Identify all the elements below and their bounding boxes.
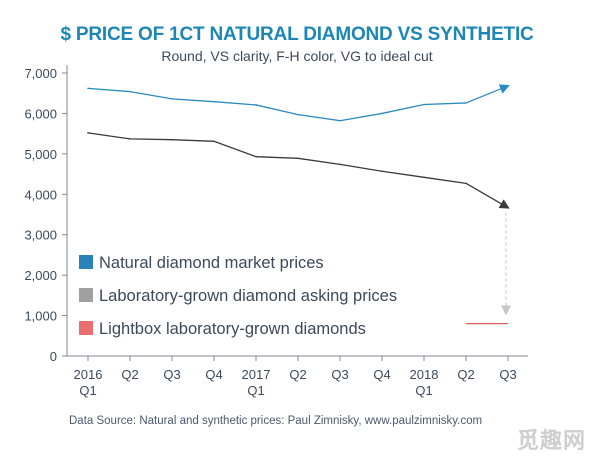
point-lab <box>255 155 257 158</box>
x-tick-label: Q3 <box>163 367 180 382</box>
x-tick-label: Q3 <box>331 367 348 382</box>
axes-group: 0 1,000 2,000 3,000 4,000 5,000 6,000 7,000 2016… <box>24 65 528 398</box>
point-lab <box>87 132 89 134</box>
chart-subtitle: Round, VS clarity, F-H color, VG to idea… <box>161 48 433 64</box>
x-tick-label: Q2 <box>457 367 474 382</box>
point-natural <box>255 104 257 106</box>
point-natural <box>423 103 425 106</box>
legend-label: Laboratory-grown diamond asking prices <box>99 287 397 305</box>
x-tick-label: Q4 <box>205 367 222 382</box>
series-lab-line <box>87 132 467 185</box>
point-natural <box>381 112 383 115</box>
series-group <box>87 84 511 325</box>
point-natural <box>507 85 509 87</box>
legend: Natural diamond market prices Laboratory-… <box>79 254 397 338</box>
point-natural <box>339 119 341 122</box>
point-lab <box>465 182 467 185</box>
y-tick-label: 0 <box>50 349 57 364</box>
x-tick-label: 2018 Q1 <box>410 367 439 398</box>
series-lab-arrow <box>465 182 510 209</box>
point-lab <box>423 176 425 179</box>
point-natural <box>129 90 131 93</box>
point-natural <box>213 100 215 103</box>
chart-title: $ PRICE OF 1CT NATURAL DIAMOND VS SYNTHE… <box>60 24 534 45</box>
series-natural-line <box>87 87 467 122</box>
point-lab <box>381 170 383 173</box>
point-natural <box>297 113 299 116</box>
y-tick-label: 4,000 <box>24 187 57 202</box>
point-lab <box>339 163 341 166</box>
y-tick-label: 5,000 <box>24 147 57 162</box>
y-tick-label: 7,000 <box>24 66 57 81</box>
point-natural <box>171 98 173 100</box>
point-lab <box>129 138 131 140</box>
data-source-note: Data Source: Natural and synthetic price… <box>69 415 483 427</box>
point-lab <box>297 157 299 160</box>
x-tick-label: 2017 Q1 <box>242 367 271 398</box>
x-tick-label: Q4 <box>373 367 390 382</box>
x-tick-label: 2016 Q1 <box>74 367 103 398</box>
legend-swatch <box>79 288 93 302</box>
y-tick-label: 1,000 <box>24 309 57 324</box>
series-natural-arrow <box>465 84 510 104</box>
point-lab <box>213 140 215 143</box>
x-tick-label: Q2 <box>289 367 306 382</box>
watermark-logo: 觅趣网 <box>516 429 586 454</box>
legend-swatch <box>79 321 93 335</box>
point-natural <box>465 102 467 104</box>
x-tick-label: Q3 <box>499 367 516 382</box>
y-tick-label: 6,000 <box>24 106 57 121</box>
y-tick-label: 3,000 <box>24 228 57 243</box>
legend-label: Lightbox laboratory-grown diamonds <box>99 320 366 338</box>
y-tick-label: 2,000 <box>24 268 57 283</box>
point-lab <box>171 138 173 141</box>
x-tick-label: Q2 <box>121 367 138 382</box>
legend-swatch <box>79 255 93 269</box>
legend-label: Natural diamond market prices <box>99 254 324 272</box>
point-natural <box>87 87 89 90</box>
point-lab <box>507 206 509 209</box>
